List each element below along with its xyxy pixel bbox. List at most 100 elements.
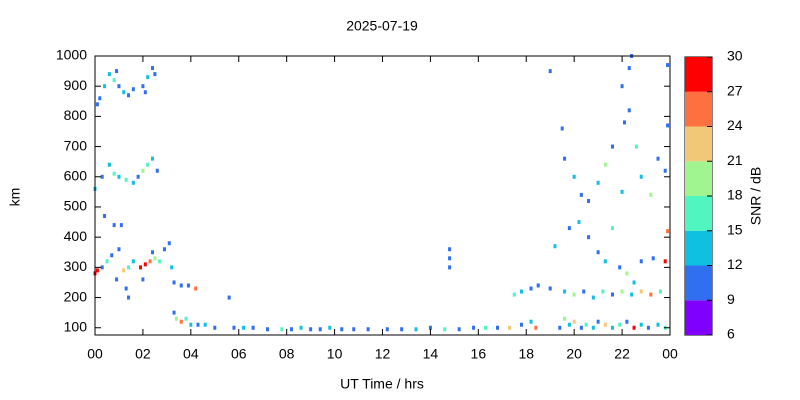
- point: [625, 319, 629, 324]
- point: [131, 259, 135, 264]
- point: [584, 322, 588, 327]
- point: [400, 327, 404, 332]
- point: [632, 280, 636, 285]
- point: [151, 156, 154, 161]
- point: [601, 289, 605, 294]
- colorbar-swatch: [685, 161, 712, 196]
- point: [587, 198, 591, 203]
- point: [309, 327, 313, 332]
- point: [472, 325, 476, 330]
- point: [107, 72, 111, 77]
- point: [663, 259, 667, 264]
- point: [172, 310, 176, 315]
- point: [251, 325, 255, 330]
- y-tick-label: 300: [64, 258, 88, 274]
- point: [139, 265, 143, 270]
- point: [117, 247, 121, 252]
- point: [577, 220, 581, 225]
- point: [519, 289, 523, 294]
- point: [143, 262, 147, 267]
- point: [548, 286, 552, 291]
- point: [663, 168, 667, 173]
- colorbar-swatch: [685, 57, 712, 92]
- point: [627, 66, 631, 71]
- point: [318, 327, 322, 332]
- point: [496, 325, 499, 330]
- x-tick-label: 14: [423, 346, 439, 362]
- point: [596, 319, 600, 324]
- point: [611, 144, 614, 149]
- point: [666, 63, 670, 68]
- x-axis-label: UT Time / hrs: [340, 376, 424, 392]
- point: [622, 120, 626, 125]
- x-tick-label: 04: [183, 346, 199, 362]
- point: [127, 93, 131, 98]
- point: [162, 247, 166, 252]
- point: [117, 174, 121, 179]
- point: [158, 259, 162, 264]
- colorbar-tick-label: 24: [727, 117, 743, 133]
- point: [148, 259, 152, 264]
- point: [124, 286, 128, 291]
- point: [507, 325, 511, 330]
- colorbar-tick-label: 9: [727, 291, 735, 307]
- point: [352, 327, 356, 332]
- point: [603, 259, 607, 264]
- point: [512, 292, 516, 297]
- x-tick-label: 18: [518, 346, 534, 362]
- x-tick-label: 08: [279, 346, 295, 362]
- point: [112, 171, 116, 176]
- point: [155, 168, 159, 173]
- point: [627, 108, 631, 113]
- point: [634, 144, 638, 149]
- point: [196, 322, 200, 327]
- colorbar-label: SNR / dB: [748, 167, 764, 225]
- point: [151, 66, 154, 71]
- point: [131, 87, 135, 92]
- point: [567, 226, 571, 231]
- point: [112, 223, 116, 228]
- point: [656, 322, 660, 327]
- y-tick-label: 200: [64, 288, 88, 304]
- point: [620, 289, 624, 294]
- y-tick-label: 600: [64, 167, 88, 183]
- point: [203, 322, 207, 327]
- point: [179, 283, 183, 288]
- point: [484, 325, 488, 330]
- point: [179, 319, 183, 324]
- point: [194, 286, 198, 291]
- point: [117, 84, 121, 89]
- point: [172, 280, 176, 285]
- colorbar-swatch: [685, 300, 712, 335]
- point: [572, 174, 576, 179]
- point: [122, 268, 126, 273]
- colorbar-swatch: [685, 265, 712, 301]
- point: [340, 327, 344, 332]
- point: [107, 162, 111, 167]
- point: [563, 156, 567, 161]
- point: [122, 90, 126, 95]
- point: [448, 256, 452, 261]
- point: [174, 316, 178, 321]
- y-tick-label: 400: [64, 228, 88, 244]
- point: [579, 325, 583, 330]
- point: [558, 325, 562, 330]
- point: [591, 295, 595, 300]
- x-tick-label: 10: [327, 346, 343, 362]
- x-tick-label: 06: [231, 346, 247, 362]
- x-tick-label: 22: [614, 346, 630, 362]
- point: [428, 325, 432, 330]
- colorbar-tick-label: 15: [727, 221, 743, 237]
- point: [124, 177, 128, 182]
- point: [457, 327, 461, 332]
- point: [649, 292, 653, 297]
- point: [649, 192, 653, 197]
- colorbar-tick-label: 18: [727, 187, 743, 203]
- point: [100, 265, 104, 270]
- point: [596, 180, 600, 185]
- point: [519, 322, 523, 327]
- point: [611, 325, 614, 330]
- point: [658, 289, 662, 294]
